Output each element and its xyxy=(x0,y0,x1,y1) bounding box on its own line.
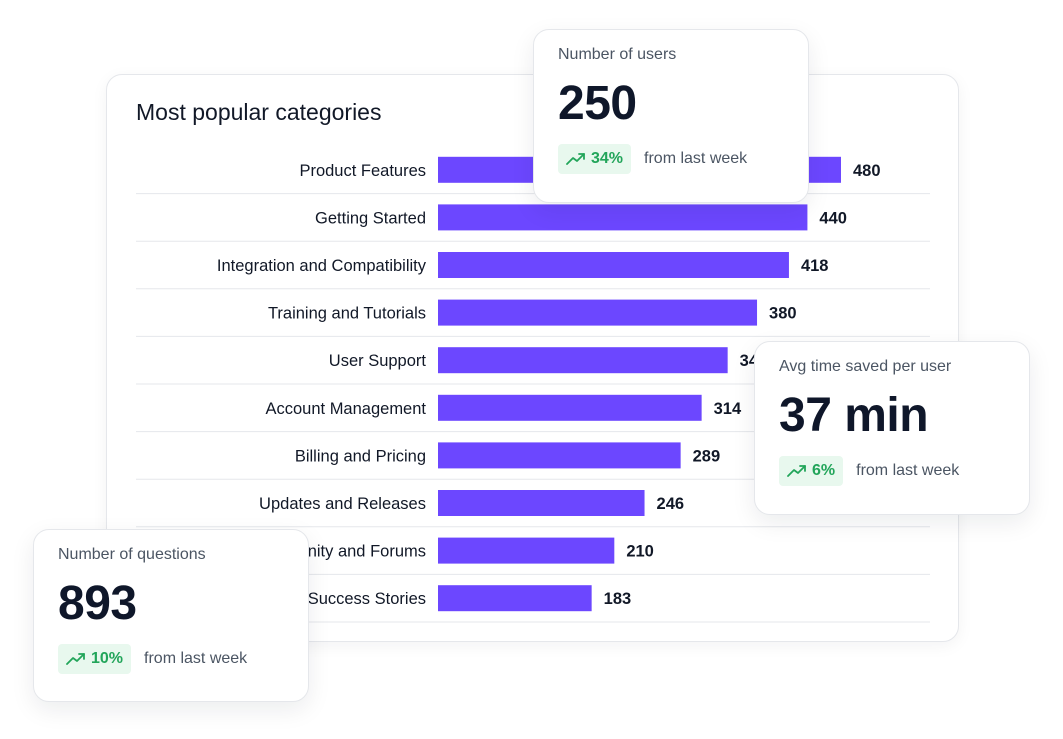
bar xyxy=(438,299,758,326)
stat-label: Number of users xyxy=(558,46,677,63)
category-label: Account Management xyxy=(265,400,426,418)
value-label: 440 xyxy=(819,209,847,227)
stat-footer: 34% from last week xyxy=(558,144,784,174)
stat-label: Avg time saved per user xyxy=(779,358,952,375)
change-badge: 10% xyxy=(58,644,132,674)
trending-up-icon xyxy=(566,153,585,165)
category-label: Product Features xyxy=(299,162,426,180)
value-label: 418 xyxy=(801,257,829,275)
value-label: 480 xyxy=(853,162,881,180)
stat-footer: 10% from last week xyxy=(58,644,284,674)
category-label: Billing and Pricing xyxy=(295,447,426,465)
category-label: Getting Started xyxy=(315,209,426,227)
change-value: 6% xyxy=(812,462,836,479)
bar xyxy=(438,252,789,278)
bar xyxy=(438,347,728,374)
bar xyxy=(438,585,592,612)
stat-value: 893 xyxy=(58,577,137,630)
category-label: Success Stories xyxy=(308,590,426,608)
bar xyxy=(438,490,645,516)
stat-label: Number of questions xyxy=(58,546,206,563)
category-label: Integration and Compatibility xyxy=(217,257,427,275)
users-stat-card: Number of users 250 34% from last week xyxy=(533,29,809,203)
stat-footer: 6% from last week xyxy=(779,456,1005,486)
value-label: 380 xyxy=(769,305,797,323)
category-label: User Support xyxy=(329,352,427,370)
change-value: 34% xyxy=(591,150,624,167)
category-label: Updates and Releases xyxy=(259,495,426,513)
compare-text: from last week xyxy=(144,650,248,667)
value-label: 210 xyxy=(626,543,654,561)
questions-stat-card: Number of questions 893 10% from last we… xyxy=(33,529,309,702)
compare-text: from last week xyxy=(644,150,748,167)
stat-value: 37 min xyxy=(779,389,929,442)
bar xyxy=(438,394,702,421)
stat-value: 250 xyxy=(558,77,637,130)
compare-text: from last week xyxy=(856,462,960,479)
bar xyxy=(438,204,808,231)
change-value: 10% xyxy=(91,650,124,667)
change-badge: 6% xyxy=(779,456,844,486)
value-label: 246 xyxy=(657,495,685,513)
value-label: 314 xyxy=(714,400,742,418)
trending-up-icon xyxy=(787,465,806,477)
chart-title: Most popular categories xyxy=(136,99,382,125)
category-label: Training and Tutorials xyxy=(268,305,426,323)
value-label: 289 xyxy=(693,447,721,465)
time-saved-stat-card: Avg time saved per user 37 min 6% from l… xyxy=(754,341,1030,515)
value-label: 183 xyxy=(604,590,632,608)
trending-up-icon xyxy=(66,653,85,665)
change-badge: 34% xyxy=(558,144,632,174)
bar xyxy=(438,537,615,564)
bar xyxy=(438,442,681,469)
